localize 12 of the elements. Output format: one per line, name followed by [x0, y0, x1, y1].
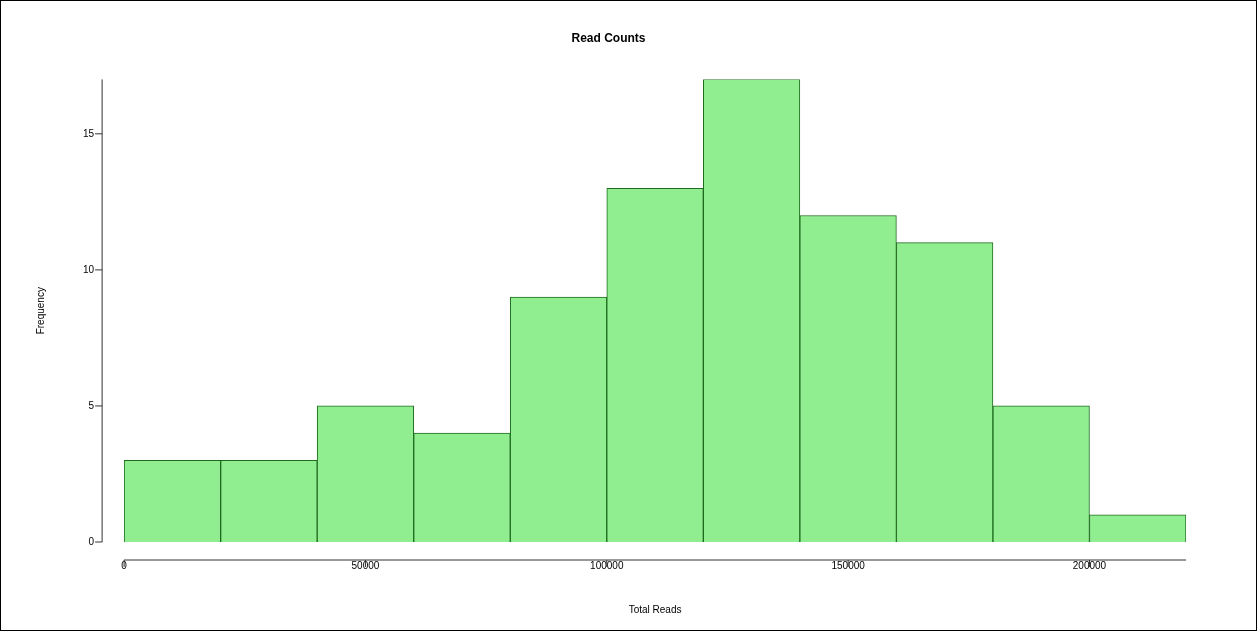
- y-axis-title: Frequency: [34, 287, 46, 335]
- chart-title: Read Counts: [571, 30, 646, 45]
- y-tick-label: 10: [83, 263, 95, 275]
- y-tick-label: 5: [88, 399, 95, 411]
- y-tick-label: 15: [83, 127, 95, 139]
- x-tick-label: 100000: [590, 559, 624, 571]
- y-tick-label: 0: [88, 535, 95, 547]
- x-tick-label: 200000: [1072, 559, 1107, 571]
- x-tick-label: 0: [121, 559, 128, 571]
- x-tick-label: 50000: [351, 559, 380, 571]
- x-axis-title: Total Reads: [628, 603, 682, 615]
- x-tick-label: 150000: [831, 559, 866, 571]
